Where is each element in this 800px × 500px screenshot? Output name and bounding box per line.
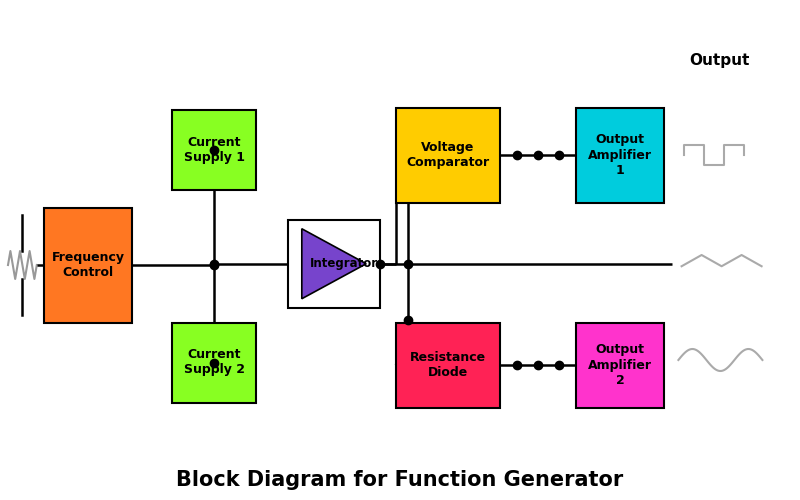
Text: Resistance
Diode: Resistance Diode [410, 351, 486, 379]
Text: Block Diagram for Function Generator: Block Diagram for Function Generator [176, 470, 624, 490]
FancyBboxPatch shape [396, 322, 500, 408]
Text: Current
Supply 2: Current Supply 2 [183, 348, 245, 376]
FancyBboxPatch shape [288, 220, 380, 308]
Polygon shape [302, 229, 366, 298]
Text: Output
Amplifier
2: Output Amplifier 2 [588, 344, 652, 386]
Text: Current
Supply 1: Current Supply 1 [183, 136, 245, 164]
FancyBboxPatch shape [396, 108, 500, 202]
Text: Frequency
Control: Frequency Control [51, 251, 125, 279]
FancyBboxPatch shape [576, 108, 664, 202]
Text: Output
Amplifier
1: Output Amplifier 1 [588, 134, 652, 176]
FancyBboxPatch shape [172, 322, 256, 402]
FancyBboxPatch shape [576, 322, 664, 408]
FancyBboxPatch shape [44, 208, 132, 322]
Text: Integrator: Integrator [310, 257, 378, 270]
Text: Voltage
Comparator: Voltage Comparator [406, 141, 490, 169]
FancyBboxPatch shape [172, 110, 256, 190]
Text: Output: Output [690, 52, 750, 68]
